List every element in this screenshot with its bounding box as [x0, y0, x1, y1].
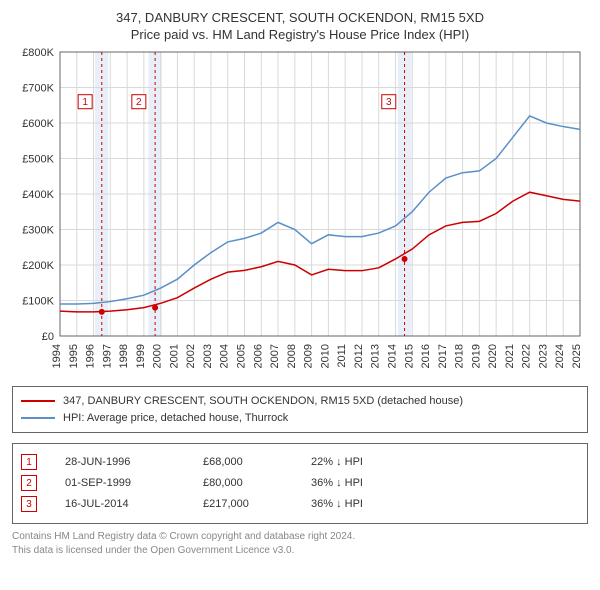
y-tick-label: £400K — [22, 189, 54, 201]
sale-price: £217,000 — [203, 494, 283, 515]
x-tick-label: 2017 — [437, 344, 449, 368]
sale-row: 3 16-JUL-2014 £217,000 36% ↓ HPI — [21, 494, 579, 515]
x-tick-label: 2021 — [504, 344, 516, 368]
sale-badge-number: 2 — [136, 97, 142, 108]
footer-note: Contains HM Land Registry data © Crown c… — [12, 530, 588, 558]
x-tick-label: 2024 — [554, 344, 566, 368]
y-tick-label: £200K — [22, 260, 54, 272]
x-tick-label: 2019 — [470, 344, 482, 368]
x-tick-label: 2007 — [269, 344, 281, 368]
footer-line-1: Contains HM Land Registry data © Crown c… — [12, 530, 588, 544]
y-tick-label: £700K — [22, 83, 54, 95]
sales-table: 1 28-JUN-1996 £68,000 22% ↓ HPI 2 01-SEP-1999… — [12, 443, 588, 524]
y-tick-label: £100K — [22, 296, 54, 308]
legend-label: HPI: Average price, detached house, Thur… — [63, 410, 288, 427]
x-tick-label: 2012 — [353, 344, 365, 368]
x-tick-label: 1999 — [135, 344, 147, 368]
footer-line-2: This data is licensed under the Open Gov… — [12, 544, 588, 558]
x-tick-label: 2006 — [252, 344, 264, 368]
legend-row: HPI: Average price, detached house, Thur… — [21, 410, 579, 427]
legend-label: 347, DANBURY CRESCENT, SOUTH OCKENDON, R… — [63, 393, 463, 410]
x-tick-label: 1994 — [51, 344, 63, 368]
y-tick-label: £300K — [22, 225, 54, 237]
x-tick-label: 2016 — [420, 344, 432, 368]
x-tick-label: 2023 — [537, 344, 549, 368]
x-tick-label: 2003 — [202, 344, 214, 368]
x-tick-label: 2000 — [152, 344, 164, 368]
x-tick-label: 2013 — [370, 344, 382, 368]
sale-pct: 36% ↓ HPI — [311, 473, 411, 494]
sale-row: 2 01-SEP-1999 £80,000 36% ↓ HPI — [21, 473, 579, 494]
x-tick-label: 2020 — [487, 344, 499, 368]
sale-pct: 22% ↓ HPI — [311, 452, 411, 473]
y-tick-label: £600K — [22, 118, 54, 130]
x-tick-label: 2025 — [571, 344, 583, 368]
x-tick-label: 1996 — [85, 344, 97, 368]
titles: 347, DANBURY CRESCENT, SOUTH OCKENDON, R… — [12, 10, 588, 48]
sale-date: 28-JUN-1996 — [65, 452, 175, 473]
x-tick-label: 2001 — [168, 344, 180, 368]
sale-date: 16-JUL-2014 — [65, 494, 175, 515]
x-tick-label: 2002 — [185, 344, 197, 368]
chart: £0 £100K £200K £300K £400K £500K £600K £700K £80… — [12, 48, 588, 378]
chart-svg: £0 £100K £200K £300K £400K £500K £600K £700K £80… — [12, 48, 588, 378]
sale-pct: 36% ↓ HPI — [311, 494, 411, 515]
legend-row: 347, DANBURY CRESCENT, SOUTH OCKENDON, R… — [21, 393, 579, 410]
x-tick-label: 2004 — [219, 344, 231, 368]
legend-swatch — [21, 400, 55, 402]
x-tick-label: 1997 — [101, 344, 113, 368]
sale-marker — [402, 256, 408, 262]
y-tick-label: £500K — [22, 154, 54, 166]
sale-price: £80,000 — [203, 473, 283, 494]
x-tick-label: 2005 — [236, 344, 248, 368]
x-tick-label: 2022 — [521, 344, 533, 368]
sale-price: £68,000 — [203, 452, 283, 473]
x-tick-label: 2010 — [319, 344, 331, 368]
x-tick-label: 2014 — [386, 344, 398, 368]
sale-marker — [152, 305, 158, 311]
x-tick-label: 2018 — [454, 344, 466, 368]
x-tick-label: 2015 — [403, 344, 415, 368]
y-tick-label: £0 — [42, 331, 54, 343]
title-address: 347, DANBURY CRESCENT, SOUTH OCKENDON, R… — [12, 10, 588, 25]
x-tick-label: 1998 — [118, 344, 130, 368]
x-tick-label: 1995 — [68, 344, 80, 368]
title-subtitle: Price paid vs. HM Land Registry's House … — [12, 27, 588, 42]
sale-badge-number: 1 — [82, 97, 88, 108]
sale-row: 1 28-JUN-1996 £68,000 22% ↓ HPI — [21, 452, 579, 473]
sale-badge: 1 — [21, 454, 37, 470]
y-tick-label: £800K — [22, 48, 54, 59]
sale-badge: 3 — [21, 496, 37, 512]
page: 347, DANBURY CRESCENT, SOUTH OCKENDON, R… — [0, 0, 600, 590]
legend-swatch — [21, 417, 55, 419]
legend: 347, DANBURY CRESCENT, SOUTH OCKENDON, R… — [12, 386, 588, 433]
series-line — [60, 192, 580, 312]
sale-date: 01-SEP-1999 — [65, 473, 175, 494]
sale-badge-number: 3 — [386, 97, 392, 108]
x-tick-label: 2008 — [286, 344, 298, 368]
sale-badge: 2 — [21, 475, 37, 491]
x-tick-label: 2011 — [336, 344, 348, 368]
sale-marker — [99, 309, 105, 315]
x-tick-label: 2009 — [303, 344, 315, 368]
